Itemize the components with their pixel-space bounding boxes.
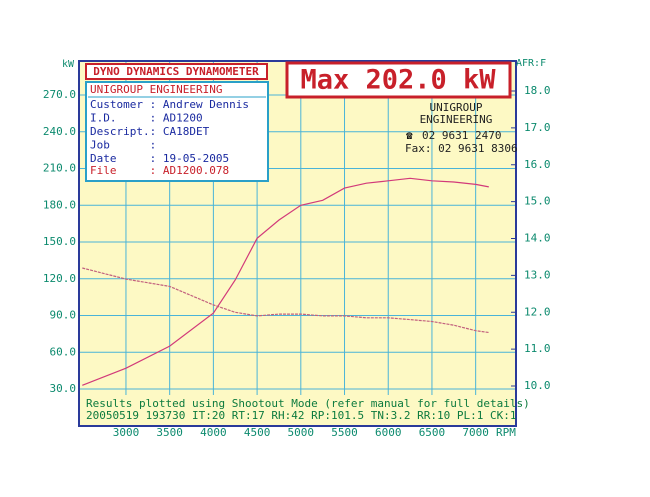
max-label: Max 202.0 kW <box>300 65 496 96</box>
footer-line: 20050519 193730 IT:20 RT:17 RH:42 RP:101… <box>86 409 516 422</box>
y2-tick-label: 13.0 <box>524 268 551 281</box>
series-line <box>82 177 489 386</box>
x-tick-label: 3000 <box>113 426 140 439</box>
fax: Fax: 02 9631 8306 <box>405 142 518 155</box>
y-tick-label: 270.0 <box>43 88 76 101</box>
y2-tick-label: 18.0 <box>524 84 551 97</box>
y2-tick-label: 12.0 <box>524 305 551 318</box>
company-line: UNIGROUP <box>430 101 483 114</box>
chart-title: DYNO DYNAMICS DYNAMOMETER <box>93 65 259 78</box>
info-heading: UNIGROUP ENGINEERING <box>90 83 222 96</box>
y-tick-label: 30.0 <box>50 382 77 395</box>
x-tick-label: 5000 <box>288 426 315 439</box>
y-tick-label: 60.0 <box>50 345 77 358</box>
y-tick-label: 210.0 <box>43 162 76 175</box>
y2-tick-label: 11.0 <box>524 342 551 355</box>
info-row: Date : 19-05-2005 <box>90 152 229 165</box>
series-line <box>82 267 489 334</box>
x-tick-label: 4000 <box>200 426 227 439</box>
y-tick-label: 120.0 <box>43 272 76 285</box>
info-file: File : AD1200.078 <box>90 164 229 177</box>
info-box <box>85 81 269 182</box>
x-axis-label: RPM <box>496 426 516 439</box>
x-tick-label: 3500 <box>156 426 183 439</box>
y2-tick-label: 10.0 <box>524 379 551 392</box>
y-tick-label: 90.0 <box>50 309 77 322</box>
y2-tick-label: 17.0 <box>524 121 551 134</box>
info-row: Customer : Andrew Dennis <box>90 98 249 111</box>
y2-tick-label: 14.0 <box>524 232 551 245</box>
lines <box>82 177 489 386</box>
y2-tick-label: 15.0 <box>524 195 551 208</box>
y-tick-label: 240.0 <box>43 125 76 138</box>
phone-icon: ☎ <box>406 129 413 142</box>
x-tick-label: 4500 <box>244 426 271 439</box>
footer-line: Results plotted using Shootout Mode (ref… <box>86 397 530 410</box>
phone: 02 9631 2470 <box>422 129 501 142</box>
info-row: Job : <box>90 139 156 152</box>
y-tick-label: 180.0 <box>43 198 76 211</box>
info-row: I.D. : AD1200 <box>90 112 203 125</box>
x-tick-label: 7000 <box>462 426 489 439</box>
x-tick-label: 6500 <box>419 426 446 439</box>
y-tick-label: 150.0 <box>43 235 76 248</box>
y2-tick-label: 16.0 <box>524 158 551 171</box>
x-tick-label: 5500 <box>331 426 358 439</box>
title-box <box>85 63 268 80</box>
company-line: ENGINEERING <box>420 113 493 126</box>
y2-axis-label: AFR:F <box>516 58 546 69</box>
x-tick-label: 6000 <box>375 426 402 439</box>
max-box <box>285 61 512 99</box>
y-axis-label: kW <box>62 59 75 70</box>
info-row: Descript.: CA18DET <box>90 125 210 138</box>
